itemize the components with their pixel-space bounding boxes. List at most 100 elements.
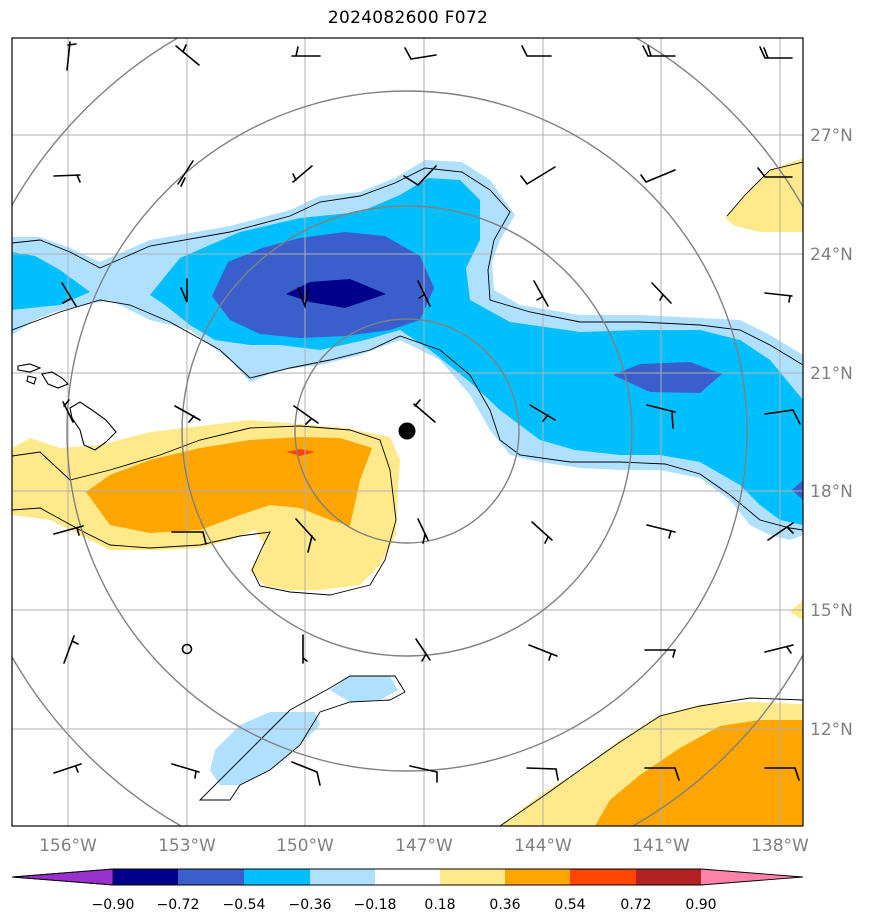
wind-barb [757,167,793,178]
wind-barb [291,761,321,786]
colorbar-label: −0.90 [92,897,135,913]
wind-barb [533,280,549,307]
wind-barb [764,409,801,425]
wind-barb [177,160,194,187]
anomaly-region-strong-positive [286,449,315,456]
colorbar-outline [11,868,804,886]
wind-barb [175,44,200,66]
wind-barb [417,280,431,307]
lon-tick-label: 141°W [632,836,690,856]
anomaly-region-positive-southeast [595,720,803,826]
colorbar-segment [440,869,505,885]
colorbar-labels: −0.90 −0.72 −0.54 −0.36 −0.18 0.18 0.36 … [92,897,717,913]
lat-tick-label: 15°N [810,601,853,621]
wind-barb [171,531,207,545]
anomaly-region-positive [86,437,372,533]
wind-barb [61,282,77,307]
wind-barb [520,166,556,186]
anomaly-region-very-strong-negative [286,279,386,308]
colorbar-segment [113,869,178,885]
colorbar-extend-min [11,868,114,886]
wind-barb [53,525,84,536]
wind-barb [526,767,559,781]
colorbar-label: 0.72 [620,897,651,913]
wind-barb [764,644,794,654]
wind-barb [409,765,438,783]
wind-barb [415,638,431,662]
wind-barb [528,644,558,661]
wind-barbs [53,41,801,786]
wind-barb [295,518,316,553]
wind-barb [403,165,437,187]
colorbar-segment [244,869,310,885]
wind-barb [644,767,680,781]
map-frame [11,37,804,827]
colorbar-extend-max [701,869,803,885]
wind-barb [291,46,321,57]
wind-barb [174,405,201,423]
lon-tick-label: 138°W [751,836,809,856]
colorbar-label: 0.54 [554,897,585,913]
wind-barb [53,763,82,774]
colorbar-segment [570,869,636,885]
wind-barb [642,45,676,57]
wind-barb [171,763,200,779]
lon-tick-labels: 156°W 153°W 150°W 147°W 144°W 141°W 138°… [39,836,809,856]
colorbar-label: −0.72 [157,897,200,913]
storm-center-marker [398,422,416,440]
wind-barb [767,522,794,541]
colorbar-segment [505,869,570,885]
wind-barb [531,521,553,544]
lon-tick-label: 147°W [395,836,453,856]
coastline-hawaii [17,363,117,451]
anomaly-region-weak-negative-southwest [210,712,320,785]
colorbar-label: −0.36 [289,897,332,913]
colorbar-segment [636,869,701,885]
wind-barb [529,404,556,422]
contour-lines [12,161,803,826]
wind-barb [297,287,309,309]
map-area [12,38,803,826]
range-rings [12,38,803,826]
wind-barb [180,278,188,303]
colorbar [11,868,804,886]
wind-barb [404,47,437,60]
wind-barb [521,45,552,57]
anomaly-region-negative [12,178,803,525]
anomaly-region-strong-negative-edge [792,480,803,500]
wind-barb [640,169,676,183]
wind-barb [646,524,676,539]
wind-barb [644,649,677,658]
lat-tick-label: 27°N [810,126,853,146]
wind-barb [413,399,436,423]
colorbar-label: 0.36 [489,897,520,913]
map-title: 2024082600 F072 [327,8,489,28]
small-circle-marker [181,643,193,655]
colorbar-label: 0.18 [424,897,455,913]
lat-tick-label: 21°N [810,364,853,384]
colorbar-segment [375,869,440,885]
wind-barb [764,767,800,781]
lat-tick-label: 24°N [810,245,853,265]
wind-barb [302,634,308,664]
lon-tick-label: 156°W [39,836,97,856]
colorbar-segment [310,869,375,885]
colorbar-label: −0.18 [354,897,397,913]
wind-barb [646,404,676,429]
wind-barb [292,165,313,183]
lat-tick-label: 12°N [810,720,853,740]
colorbar-label: −0.54 [223,897,266,913]
anomaly-region-strong-negative-east [613,362,722,393]
colorbar-label: 0.90 [685,897,716,913]
wind-barb [651,282,672,304]
wind-barb [53,174,81,183]
lon-tick-label: 150°W [276,836,334,856]
wind-barb [62,399,74,423]
colorbar-segment [178,869,244,885]
lon-tick-label: 153°W [158,836,216,856]
wind-barb [764,292,793,303]
lat-tick-label: 18°N [810,482,853,502]
lat-tick-labels: 27°N 24°N 21°N 18°N 15°N 12°N [810,126,853,740]
lon-tick-label: 144°W [514,836,572,856]
